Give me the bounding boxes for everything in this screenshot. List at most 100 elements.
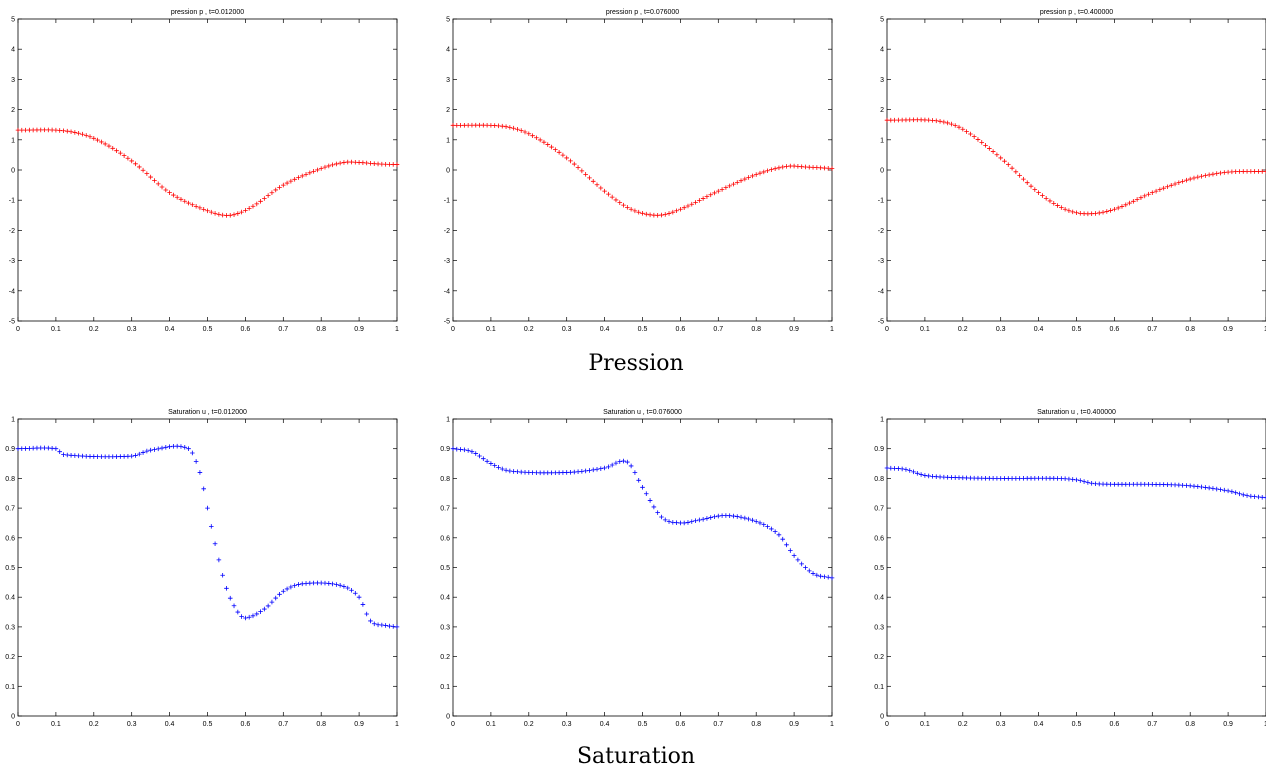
data-point	[731, 181, 736, 187]
data-point	[205, 208, 210, 214]
data-point	[1074, 210, 1079, 216]
x-tick-label: 0.2	[524, 721, 534, 728]
data-point	[1153, 188, 1159, 194]
data-point	[1028, 183, 1034, 189]
data-point	[1214, 171, 1220, 176]
data-point	[208, 524, 214, 529]
data-point	[799, 561, 804, 567]
data-point	[742, 515, 748, 521]
data-point	[590, 179, 596, 184]
x-tick-label: 0	[885, 721, 889, 728]
y-tick-label: 0.8	[874, 476, 884, 483]
data-point	[174, 194, 180, 200]
chart-title: Saturation u , t=0.076000	[603, 409, 682, 416]
data-point	[606, 191, 611, 197]
data-point	[167, 444, 172, 449]
y-tick-label: -4	[9, 288, 15, 295]
data-point	[723, 185, 729, 190]
data-point	[216, 557, 222, 563]
data-point	[159, 445, 165, 451]
data-point	[102, 141, 108, 147]
x-tick-label: 1	[830, 721, 834, 728]
data-point	[700, 196, 706, 201]
data-point	[349, 587, 354, 593]
data-point	[148, 447, 153, 453]
y-tick-label: 0.2	[440, 654, 450, 661]
data-point	[1104, 209, 1110, 214]
data-point	[288, 584, 294, 590]
data-point	[769, 167, 774, 172]
data-point	[964, 129, 969, 134]
y-tick-label: 0.2	[5, 654, 15, 661]
data-point	[144, 448, 150, 454]
data-point	[465, 448, 471, 453]
x-tick-label: 0.4	[165, 326, 175, 333]
data-point	[1036, 190, 1041, 195]
data-point	[171, 192, 176, 198]
data-point	[212, 211, 218, 216]
data-point	[159, 184, 165, 190]
data-point	[617, 459, 623, 464]
data-point	[606, 464, 611, 470]
data-point	[621, 202, 626, 208]
data-point	[602, 188, 607, 194]
data-point	[499, 466, 505, 472]
data-point	[511, 125, 516, 131]
data-point	[590, 467, 596, 473]
data-point	[1210, 486, 1216, 491]
y-tick-label: 1	[880, 137, 884, 144]
x-tick-label: 0.7	[278, 326, 288, 333]
data-point	[594, 466, 600, 472]
y-tick-label: 0.3	[874, 624, 884, 631]
y-tick-label: 0.9	[5, 446, 15, 453]
data-point	[337, 160, 343, 166]
data-point	[994, 152, 1000, 158]
data-point	[152, 447, 157, 452]
data-point	[469, 449, 475, 454]
x-tick-label: 0.6	[676, 721, 686, 728]
data-point	[518, 128, 524, 133]
x-tick-label: 0.1	[920, 721, 930, 728]
data-point	[1214, 486, 1220, 492]
data-point	[918, 472, 924, 477]
x-tick-label: 0.1	[486, 326, 496, 333]
data-point	[1070, 477, 1076, 482]
data-point	[360, 602, 366, 607]
y-tick-label: 1	[880, 417, 884, 424]
data-point	[178, 444, 184, 449]
data-point	[371, 621, 377, 627]
data-point	[609, 462, 615, 468]
data-point	[681, 520, 687, 526]
data-point	[152, 178, 157, 183]
data-point	[246, 206, 252, 211]
x-tick-label: 0.4	[1034, 326, 1044, 333]
data-point	[288, 178, 294, 184]
data-point	[998, 155, 1003, 161]
data-point	[337, 583, 343, 588]
data-point	[1013, 169, 1019, 175]
y-tick-label: 1	[11, 417, 15, 424]
data-point	[738, 178, 744, 183]
data-point	[296, 582, 301, 587]
y-tick-label: 0	[446, 168, 450, 175]
x-tick-label: 0.8	[316, 721, 326, 728]
data-point	[205, 505, 210, 511]
data-point	[941, 119, 947, 125]
data-point	[806, 568, 812, 574]
data-point	[1070, 209, 1076, 215]
chart-4: Saturation u , t=0.012000 0 0.1 0.2 0.3 0.4 0.…	[5, 409, 400, 728]
data-point	[734, 180, 740, 185]
y-tick-label: 4	[880, 47, 884, 54]
data-point	[1229, 489, 1235, 494]
data-point	[704, 194, 710, 199]
data-point	[68, 129, 74, 135]
data-point	[1096, 210, 1102, 216]
x-tick-label: 0.2	[958, 326, 968, 333]
data-point	[208, 209, 214, 215]
data-point	[334, 582, 339, 587]
data-point	[299, 173, 305, 179]
data-point	[83, 133, 89, 138]
data-point	[224, 585, 229, 591]
x-tick-label: 0.1	[486, 721, 496, 728]
data-point	[636, 209, 642, 215]
